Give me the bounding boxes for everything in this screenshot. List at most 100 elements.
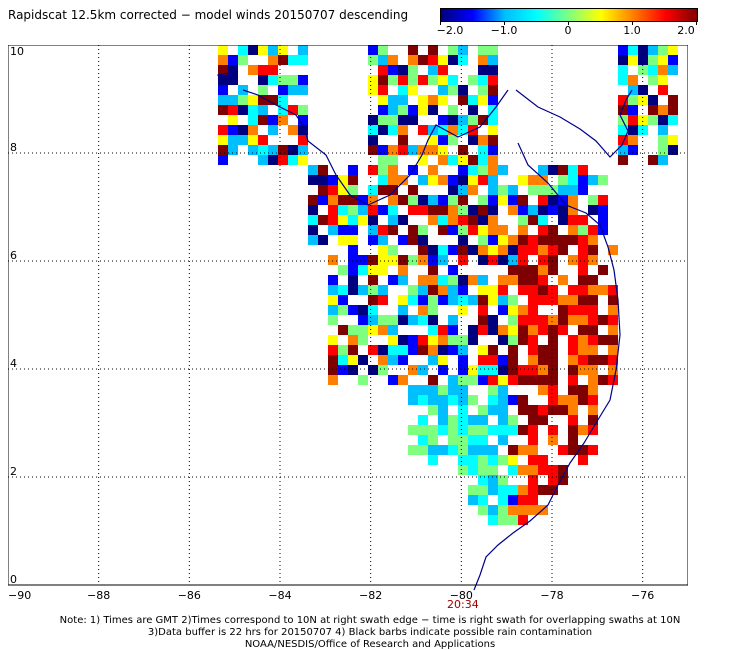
wind-cell — [668, 135, 678, 145]
wind-cell — [378, 145, 388, 155]
wind-cell — [368, 325, 378, 335]
lat-lon-grid — [8, 45, 688, 585]
wind-cell — [488, 505, 498, 515]
wind-cell — [458, 215, 468, 225]
wind-cell — [488, 245, 498, 255]
wind-cell — [318, 195, 328, 205]
wind-cell — [458, 235, 468, 245]
wind-cell — [598, 205, 608, 215]
wind-cell — [238, 125, 248, 135]
wind-cell — [328, 375, 338, 385]
wind-cell — [658, 135, 668, 145]
wind-cell — [388, 225, 398, 235]
wind-cell — [538, 215, 548, 225]
wind-cell — [388, 345, 398, 355]
longitude-tick-label: −88 — [87, 589, 110, 602]
wind-cell — [388, 335, 398, 345]
wind-cell — [408, 105, 418, 115]
wind-cell — [448, 125, 458, 135]
wind-cell — [428, 385, 438, 395]
wind-cell — [388, 355, 398, 365]
wind-cell — [288, 145, 298, 155]
wind-cell — [338, 355, 348, 365]
wind-cell — [418, 205, 428, 215]
wind-cell — [388, 205, 398, 215]
wind-cell — [498, 185, 508, 195]
wind-cell — [558, 475, 568, 485]
wind-cell — [528, 485, 538, 495]
wind-cell — [528, 275, 538, 285]
wind-cell — [278, 45, 288, 55]
wind-cell — [398, 195, 408, 205]
wind-cell — [498, 435, 508, 445]
wind-cell — [548, 385, 558, 395]
wind-cell — [428, 455, 438, 465]
map-frame — [8, 45, 688, 586]
wind-cell — [338, 185, 348, 195]
wind-cell — [568, 345, 578, 355]
wind-cell — [558, 315, 568, 325]
wind-cell — [418, 175, 428, 185]
wind-cell — [248, 45, 258, 55]
wind-cell — [518, 315, 528, 325]
wind-cell — [328, 275, 338, 285]
wind-cell — [588, 395, 598, 405]
wind-cell — [468, 275, 478, 285]
wind-cell — [368, 295, 378, 305]
wind-cell — [398, 125, 408, 135]
wind-cell — [508, 235, 518, 245]
wind-cell — [588, 365, 598, 375]
longitude-tick-label: −84 — [268, 589, 291, 602]
wind-cell — [358, 305, 368, 315]
wind-cell — [298, 55, 308, 65]
wind-cell — [528, 175, 538, 185]
wind-cell — [588, 315, 598, 325]
wind-cell — [348, 255, 358, 265]
wind-cell — [328, 285, 338, 295]
wind-cell — [578, 255, 588, 265]
wind-cell — [398, 105, 408, 115]
wind-cell — [258, 115, 268, 125]
wind-cell — [348, 195, 358, 205]
wind-cell — [428, 175, 438, 185]
wind-cell — [478, 285, 488, 295]
wind-cell — [628, 125, 638, 135]
wind-cell — [568, 395, 578, 405]
wind-cell — [368, 135, 378, 145]
wind-cell — [578, 325, 588, 335]
wind-cell — [438, 405, 448, 415]
wind-cell — [488, 135, 498, 145]
wind-cell — [258, 45, 268, 55]
wind-cell — [568, 365, 578, 375]
wind-cell — [438, 135, 448, 145]
wind-cell — [248, 115, 258, 125]
wind-cell — [598, 375, 608, 385]
wind-cell — [368, 345, 378, 355]
wind-cell — [488, 385, 498, 395]
wind-cell — [478, 295, 488, 305]
wind-cell — [228, 95, 238, 105]
wind-cell — [468, 95, 478, 105]
wind-cell — [378, 365, 388, 375]
wind-cell — [478, 475, 488, 485]
wind-cell — [488, 125, 498, 135]
wind-cell — [318, 175, 328, 185]
wind-cell — [578, 185, 588, 195]
wind-cell — [388, 55, 398, 65]
wind-cell — [438, 415, 448, 425]
wind-cell — [458, 355, 468, 365]
wind-cell — [508, 205, 518, 215]
wind-cell — [558, 205, 568, 215]
wind-cell — [338, 305, 348, 315]
wind-cell — [468, 105, 478, 115]
wind-difference-cells — [218, 45, 678, 525]
wind-cell — [568, 355, 578, 365]
wind-cell — [508, 375, 518, 385]
wind-cell — [408, 385, 418, 395]
wind-cell — [458, 285, 468, 295]
wind-cell — [458, 175, 468, 185]
wind-cell — [368, 165, 378, 175]
wind-cell — [518, 245, 528, 255]
wind-cell — [498, 455, 508, 465]
wind-cell — [548, 475, 558, 485]
